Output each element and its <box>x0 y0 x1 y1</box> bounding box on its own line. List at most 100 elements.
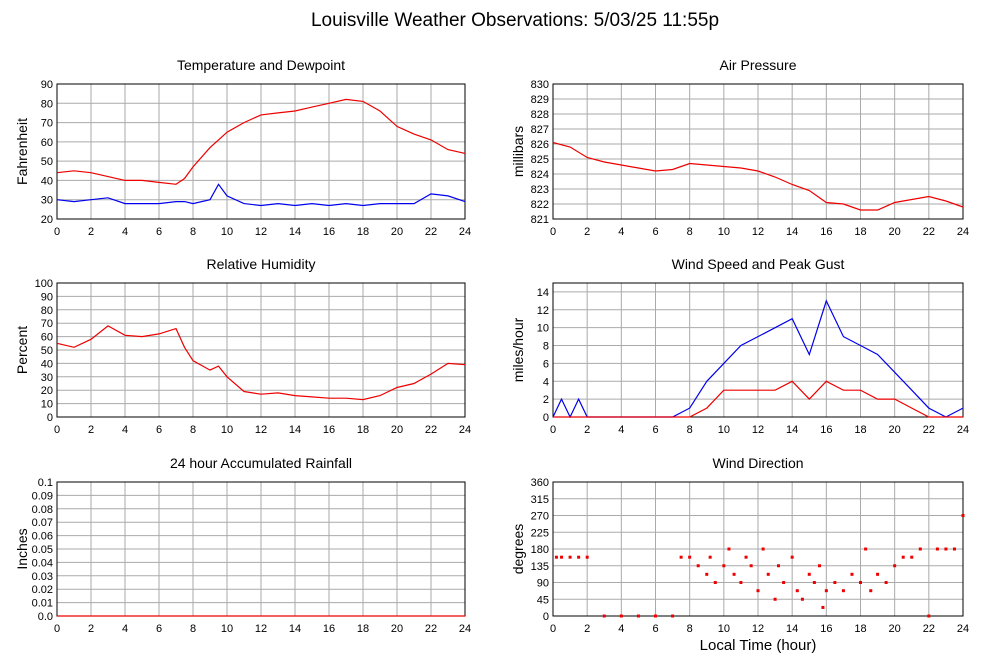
data-point <box>800 597 804 601</box>
plot-frame <box>56 282 466 418</box>
data-point <box>739 581 743 584</box>
x-tick-label: 6 <box>156 424 162 436</box>
data-point <box>876 572 880 576</box>
y-tick-label: 0.1 <box>38 477 53 489</box>
x-tick-label: 6 <box>652 226 658 238</box>
panel-title: Wind Speed and Peak Gust <box>672 256 845 272</box>
y-tick-label: 60 <box>41 137 53 149</box>
x-tick-label: 24 <box>957 623 969 635</box>
x-tick-label: 2 <box>584 424 590 436</box>
data-point <box>935 547 939 551</box>
plot-frame <box>552 481 964 617</box>
y-tick-label: 0 <box>543 611 549 623</box>
x-tick-label: 10 <box>718 424 730 436</box>
y-tick-label: 90 <box>41 79 53 91</box>
x-tick-label: 20 <box>889 226 901 238</box>
x-tick-label: 4 <box>122 424 128 436</box>
x-tick-label: 14 <box>786 424 798 436</box>
data-point <box>893 564 897 568</box>
data-line <box>56 325 466 401</box>
x-tick-label: 4 <box>618 623 624 635</box>
data-point <box>756 589 760 593</box>
y-tick-label: 828 <box>531 109 549 121</box>
x-tick-label: 2 <box>88 424 94 436</box>
y-tick-label: 6 <box>543 358 549 370</box>
x-tick-label: 22 <box>923 226 935 238</box>
y-tick-label: 50 <box>41 345 53 357</box>
y-axis-label: millibars <box>510 126 526 177</box>
data-point <box>636 614 640 618</box>
y-tick-label: 70 <box>41 118 53 130</box>
x-tick-label: 24 <box>957 424 969 436</box>
data-point <box>795 589 799 593</box>
y-tick-label: 830 <box>531 79 549 91</box>
data-point <box>713 581 717 584</box>
y-tick-label: 135 <box>531 561 549 573</box>
x-tick-label: 12 <box>255 623 267 635</box>
x-tick-label: 10 <box>221 226 233 238</box>
x-tick-label: 0 <box>550 424 556 436</box>
data-point <box>952 547 956 551</box>
data-point <box>619 614 623 618</box>
x-tick-label: 20 <box>889 623 901 635</box>
data-line <box>56 183 466 207</box>
x-tick-label: 2 <box>88 226 94 238</box>
data-point <box>782 581 786 584</box>
x-tick-label: 4 <box>618 424 624 436</box>
y-tick-label: 821 <box>531 214 549 226</box>
x-tick-label: 14 <box>289 226 301 238</box>
y-tick-label: 0.09 <box>32 490 53 502</box>
x-tick-label: 16 <box>820 226 832 238</box>
x-tick-label: 8 <box>190 424 196 436</box>
data-point <box>560 555 564 559</box>
x-tick-label: 6 <box>156 226 162 238</box>
x-tick-label: 20 <box>391 623 403 635</box>
y-tick-label: 90 <box>537 578 549 590</box>
data-point <box>766 572 770 576</box>
data-point <box>585 555 589 559</box>
data-point <box>744 555 748 559</box>
y-axis-label: degrees <box>510 524 526 575</box>
data-point <box>654 614 657 618</box>
panel-title: Wind Direction <box>712 455 803 471</box>
x-tick-label: 0 <box>54 623 60 635</box>
y-tick-label: 10 <box>537 323 549 335</box>
data-point <box>884 581 888 584</box>
y-tick-label: 826 <box>531 139 549 151</box>
x-tick-label: 16 <box>323 424 335 436</box>
x-tick-label: 12 <box>752 623 764 635</box>
plot-frame <box>552 282 964 418</box>
x-tick-label: 22 <box>425 424 437 436</box>
panel-title: Air Pressure <box>719 57 796 73</box>
y-tick-label: 824 <box>531 169 549 181</box>
data-point <box>679 555 683 559</box>
y-tick-label: 0.06 <box>32 531 53 543</box>
y-tick-label: 0.01 <box>32 598 53 610</box>
data-line <box>552 141 964 211</box>
x-tick-label: 24 <box>459 226 471 238</box>
data-point <box>777 564 780 568</box>
x-tick-label: 6 <box>156 623 162 635</box>
data-point <box>901 555 905 559</box>
x-tick-label: 18 <box>357 226 369 238</box>
data-point <box>688 555 692 559</box>
y-tick-label: 60 <box>41 332 53 344</box>
data-point <box>841 589 845 593</box>
data-point <box>918 547 922 551</box>
y-tick-label: 10 <box>41 399 53 411</box>
x-tick-label: 16 <box>820 623 832 635</box>
x-tick-label: 4 <box>618 226 624 238</box>
y-tick-label: 90 <box>41 291 53 303</box>
x-tick-label: 8 <box>687 424 693 436</box>
x-tick-label: 24 <box>459 424 471 436</box>
x-tick-label: 12 <box>752 226 764 238</box>
x-tick-label: 16 <box>323 623 335 635</box>
data-point <box>722 564 726 568</box>
data-point <box>807 572 811 576</box>
x-tick-label: 8 <box>190 623 196 635</box>
y-tick-label: 225 <box>531 527 549 539</box>
x-tick-label: 16 <box>820 424 832 436</box>
data-point <box>773 597 777 601</box>
data-point <box>824 589 828 593</box>
